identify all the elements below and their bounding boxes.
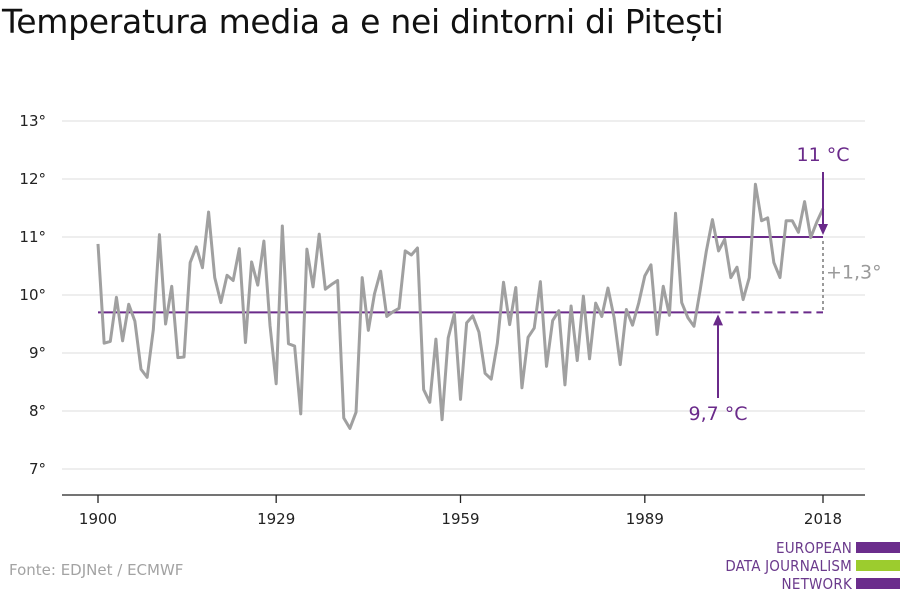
temperature-series-line — [96, 182, 825, 430]
annotations: +1,3° 11 °C 9,7 °C — [688, 144, 881, 425]
y-tick-label: 8° — [29, 402, 46, 420]
difference-label: +1,3° — [826, 262, 882, 284]
logo-bar-green — [856, 560, 900, 571]
logo-line-2: DATA JOURNALISM — [725, 557, 852, 575]
logo-bar-purple-top — [856, 542, 900, 553]
y-tick-label: 9° — [29, 344, 46, 362]
reference-lines — [98, 236, 823, 314]
x-tick-label: 1989 — [626, 510, 664, 528]
edjnet-logo: EUROPEAN DATA JOURNALISM NETWORK — [700, 538, 900, 598]
baseline-value-label: 9,7 °C — [688, 403, 747, 425]
x-tick-label: 1929 — [257, 510, 295, 528]
x-tick-label: 1959 — [441, 510, 479, 528]
logo-line-1: EUROPEAN — [776, 539, 852, 557]
y-tick-label: 11° — [19, 228, 46, 246]
logo-bar-purple-bottom — [856, 578, 900, 589]
recent-value-label: 11 °C — [797, 144, 850, 166]
recent-value-arrowhead — [818, 224, 828, 235]
y-tick-label: 13° — [19, 112, 46, 130]
source-note: Fonte: EDJNet / ECMWF — [9, 561, 184, 579]
x-tick-label: 1900 — [79, 510, 117, 528]
y-tick-label: 12° — [19, 170, 46, 188]
y-tick-labels: 7° 8° 9° 10° 11° 12° 13° — [19, 112, 46, 478]
y-tick-label: 10° — [19, 286, 46, 304]
baseline-value-arrowhead — [713, 314, 723, 326]
x-tick-label: 2018 — [804, 510, 842, 528]
y-tick-label: 7° — [29, 460, 46, 478]
chart-title: Temperatura media a e nei dintorni di Pi… — [2, 2, 724, 41]
logo-line-3: NETWORK — [781, 575, 852, 593]
x-axis: 1900 1929 1959 1989 2018 — [62, 494, 865, 528]
